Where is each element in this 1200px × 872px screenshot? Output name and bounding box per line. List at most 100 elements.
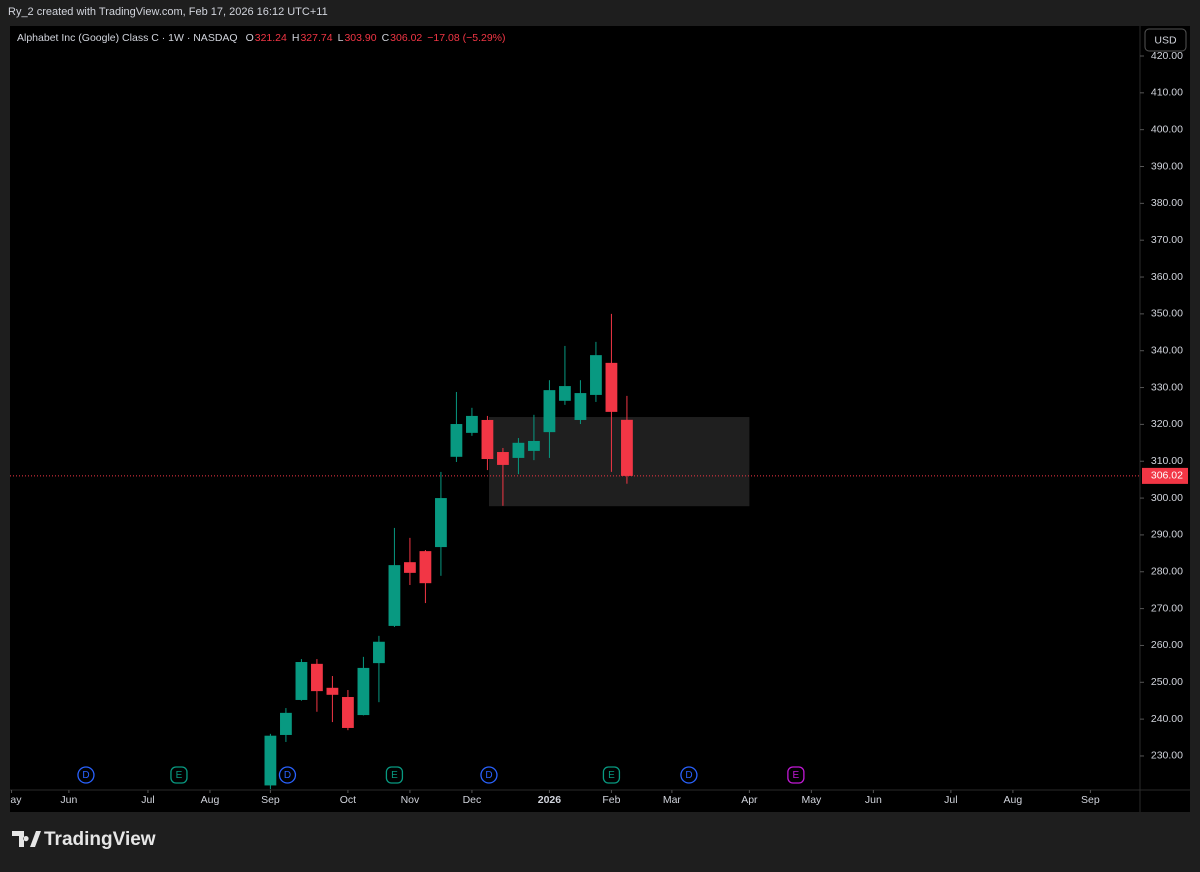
- event-label: E: [391, 770, 398, 781]
- y-tick-label: 410.00: [1151, 87, 1183, 99]
- candle-body: [280, 712, 292, 735]
- x-tick-label: Sep: [1081, 794, 1100, 806]
- event-label: D: [685, 770, 692, 781]
- y-tick-label: 250.00: [1151, 676, 1183, 688]
- price-badge-label: 306.02: [1151, 470, 1183, 482]
- event-marker: [278, 766, 297, 784]
- event-marker: [170, 766, 188, 784]
- logo: TradingView: [12, 829, 156, 850]
- y-tick-label: 350.00: [1151, 308, 1183, 320]
- ohlc-key: C: [382, 32, 390, 44]
- x-tick-label: Sep: [261, 794, 280, 806]
- candle-body: [295, 662, 308, 700]
- candle-body: [311, 663, 323, 692]
- x-tick-label: 2026: [538, 794, 562, 806]
- y-tick-label: 360.00: [1151, 271, 1183, 283]
- candle-body: [559, 386, 571, 401]
- event-marker: [77, 766, 95, 784]
- y-tick-label: 240.00: [1151, 713, 1183, 725]
- y-tick-label: 280.00: [1151, 566, 1183, 578]
- y-tick-label: 380.00: [1151, 197, 1183, 209]
- x-tick-label: Dec: [463, 794, 482, 806]
- ohlc-value: 303.90: [344, 32, 376, 44]
- x-tick-label: Mar: [663, 794, 682, 806]
- y-tick-label: 400.00: [1151, 123, 1183, 135]
- axes: 230.00 240.00 250.00 260.00 270.00 280.00 290.…: [2, 50, 1188, 806]
- event-marker: [480, 766, 498, 784]
- x-axis: May Jun Jul Aug Sep Oct Nov Dec 2026 Feb Mar Apr May…: [2, 790, 1100, 806]
- candle-body: [404, 562, 416, 573]
- ohlc-key: H: [292, 32, 300, 44]
- candle-body: [574, 393, 587, 420]
- candle-body: [264, 735, 277, 786]
- event-label: D: [284, 770, 291, 781]
- ohlc-value: 321.24: [255, 32, 287, 44]
- x-tick-label: Jul: [944, 794, 957, 806]
- event-label: E: [608, 770, 615, 781]
- currency-label: USD: [1154, 34, 1177, 46]
- y-tick-label: 370.00: [1151, 234, 1183, 246]
- candle-body: [621, 419, 633, 476]
- candle-body: [373, 641, 385, 664]
- y-tick-label: 230.00: [1151, 750, 1183, 762]
- x-tick-label: Apr: [741, 794, 758, 806]
- candle-body: [605, 362, 618, 412]
- logo-text: TradingView: [44, 829, 156, 850]
- candle-body: [388, 565, 401, 626]
- candle-body: [342, 697, 354, 728]
- y-tick-label: 260.00: [1151, 639, 1183, 651]
- event-marker: [680, 766, 698, 784]
- candle-body: [326, 687, 339, 695]
- event-label: E: [793, 770, 800, 781]
- candle-body: [590, 355, 602, 395]
- event-label: D: [82, 770, 89, 781]
- change: −17.08 (−5.29%): [427, 32, 505, 44]
- x-tick-label: Nov: [401, 794, 420, 806]
- legend: Alphabet Inc (Google) Class C · 1W · NAS…: [17, 32, 506, 44]
- symbol-title: Alphabet Inc (Google) Class C · 1W · NAS…: [17, 32, 238, 44]
- ohlc-value: 327.74: [300, 32, 332, 44]
- event-label: D: [485, 770, 492, 781]
- logo-icon: [12, 831, 41, 847]
- x-tick-label: Jun: [60, 794, 77, 806]
- x-tick-label: Jul: [141, 794, 154, 806]
- y-tick-label: 330.00: [1151, 381, 1183, 393]
- x-tick-label: Oct: [340, 794, 356, 806]
- candle-body: [357, 667, 370, 716]
- candle-body: [435, 498, 447, 548]
- candle-body: [450, 424, 463, 457]
- y-tick-label: 270.00: [1151, 602, 1183, 614]
- currency-button[interactable]: [1144, 28, 1187, 52]
- x-tick-label: Feb: [602, 794, 620, 806]
- ohlc-key: L: [338, 32, 344, 44]
- candle-body: [528, 440, 540, 451]
- candle-body: [466, 415, 478, 433]
- x-tick-label: Aug: [201, 794, 220, 806]
- event-marker: [602, 766, 621, 784]
- candle-body: [512, 442, 525, 458]
- candle-body: [543, 390, 556, 433]
- zone: [488, 417, 750, 507]
- x-tick-label: May: [2, 794, 23, 806]
- y-tick-label: 420.00: [1151, 50, 1183, 62]
- candle-body: [481, 419, 494, 460]
- candle-body: [419, 551, 432, 584]
- y-tick-label: 300.00: [1151, 492, 1183, 504]
- price-badge: [1142, 467, 1188, 484]
- event-marker: [385, 766, 404, 784]
- y-tick-label: 390.00: [1151, 160, 1183, 172]
- y-tick-label: 290.00: [1151, 529, 1183, 541]
- y-tick-label: 310.00: [1151, 455, 1183, 467]
- x-tick-label: Aug: [1004, 794, 1023, 806]
- caption: Ry_2 created with TradingView.com, Feb 1…: [8, 6, 328, 18]
- candle-body: [497, 452, 509, 465]
- ohlc-key: O: [246, 32, 254, 44]
- y-tick-label: 320.00: [1151, 418, 1183, 430]
- x-tick-label: Jun: [865, 794, 882, 806]
- ohlc-value: 306.02: [390, 32, 422, 44]
- y-tick-label: 340.00: [1151, 344, 1183, 356]
- event-marker: [787, 766, 805, 784]
- x-tick-label: May: [801, 794, 822, 806]
